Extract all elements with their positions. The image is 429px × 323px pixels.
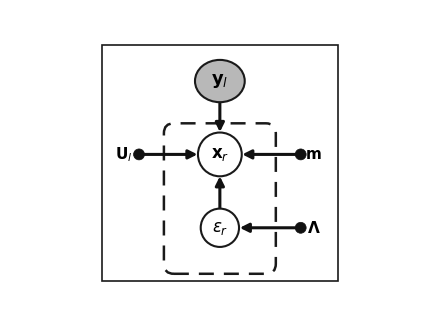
Circle shape: [198, 132, 242, 176]
Circle shape: [295, 222, 306, 233]
Circle shape: [295, 149, 306, 160]
Ellipse shape: [195, 60, 245, 102]
Text: $\mathbf{\Lambda}$: $\mathbf{\Lambda}$: [307, 220, 320, 236]
Circle shape: [133, 149, 145, 160]
Text: $\mathbf{y}_l$: $\mathbf{y}_l$: [211, 72, 229, 90]
Text: $\mathbf{U}_l$: $\mathbf{U}_l$: [115, 145, 132, 164]
Text: $\mathbf{m}$: $\mathbf{m}$: [305, 147, 322, 162]
Circle shape: [201, 209, 239, 247]
Text: $\mathbf{x}_r$: $\mathbf{x}_r$: [211, 145, 229, 163]
Text: $\varepsilon_r$: $\varepsilon_r$: [211, 219, 228, 237]
